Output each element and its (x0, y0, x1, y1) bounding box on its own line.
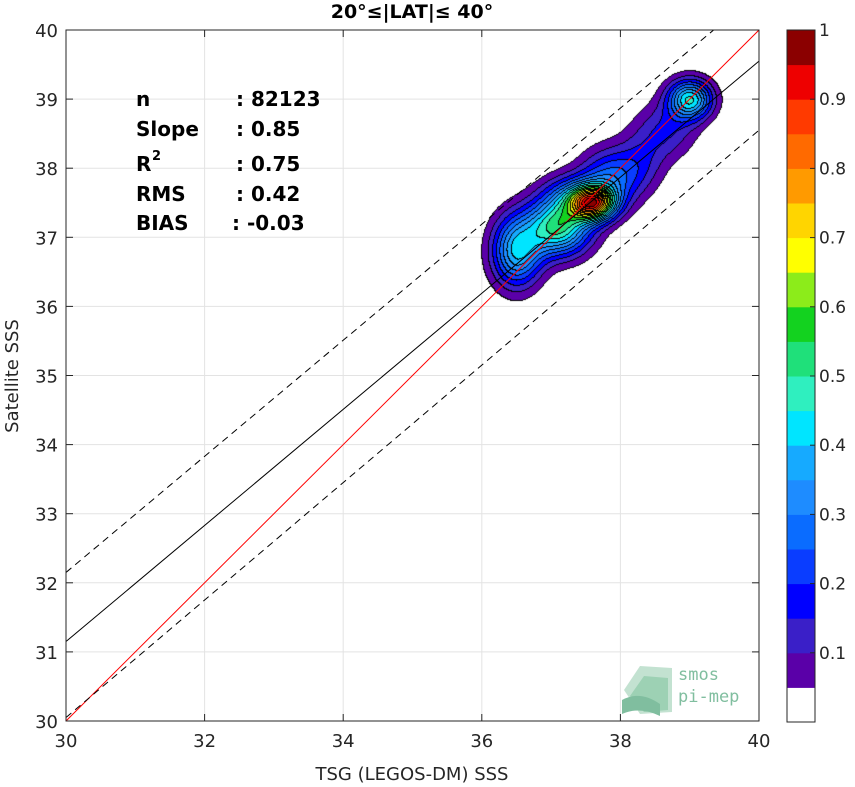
y-tick-label: 32 (35, 574, 58, 595)
logo-text-line2: pi-mep (678, 687, 739, 707)
x-tick-label: 32 (193, 731, 216, 752)
colorbar-tick-label: 0.2 (819, 575, 846, 595)
colorbar-segment (787, 410, 815, 446)
colorbar-segment (787, 341, 815, 377)
x-tick-label: 30 (55, 731, 78, 752)
x-axis-label: TSG (LEGOS-DM) SSS (315, 764, 509, 785)
colorbar-segment (787, 203, 815, 239)
colorbar-segment (787, 133, 815, 169)
colorbar-tick-label: 0.7 (819, 229, 846, 249)
logo-graphic-icon (622, 666, 672, 716)
stat-value: : 0.75 (236, 152, 300, 176)
x-tick-label: 40 (748, 731, 771, 752)
smos-pi-mep-logo: smos pi-mep (622, 665, 739, 716)
colorbar-tick-label: 1 (819, 21, 830, 41)
stat-label: R (136, 152, 151, 176)
colorbar-tick-label: 0.4 (819, 436, 846, 456)
colorbar-segment (787, 652, 815, 688)
y-tick-label: 36 (35, 297, 58, 318)
one-to-one-line (66, 30, 759, 721)
y-tick-label: 38 (35, 159, 58, 180)
colorbar-tick-label: 0.9 (819, 90, 846, 110)
y-tick-label: 35 (35, 367, 58, 388)
stat-value: : 0.85 (236, 117, 300, 141)
x-tick-label: 36 (470, 731, 493, 752)
y-axis-ticks: 30 31 32 33 34 35 36 37 38 39 40 (35, 21, 759, 733)
stat-value: : 82123 (236, 87, 321, 111)
y-tick-label: 31 (35, 643, 58, 664)
colorbar-segment (787, 30, 815, 66)
y-tick-label: 30 (35, 712, 58, 733)
colorbar-segment (787, 272, 815, 308)
colorbar-segment (787, 237, 815, 273)
logo-text-line1: smos (678, 665, 719, 685)
reference-lines (66, 30, 759, 721)
stat-superscript: 2 (152, 149, 161, 164)
y-tick-label: 34 (35, 436, 58, 457)
upper-bound-line (66, 30, 715, 573)
colorbar-segment (787, 583, 815, 619)
colorbar: 0.1 0.2 0.3 0.4 0.5 0.6 0.7 0.8 0.9 1 (786, 21, 846, 723)
stat-value: : 0.42 (236, 182, 300, 206)
regression-line (66, 60, 759, 642)
colorbar-segment (787, 376, 815, 412)
stat-label: BIAS (136, 211, 189, 235)
colorbar-segment (787, 514, 815, 550)
plot-area: 30 32 34 36 38 40 30 31 32 33 34 35 36 37 38 39 40 (35, 21, 771, 752)
x-tick-label: 34 (332, 731, 355, 752)
colorbar-segment (787, 549, 815, 585)
colorbar-segment (787, 64, 815, 100)
stat-label: n (136, 87, 150, 111)
colorbar-segment (787, 479, 815, 515)
lower-bound-line (66, 129, 759, 718)
colorbar-tick-label: 0.8 (819, 159, 846, 179)
colorbar-segment (787, 618, 815, 654)
y-tick-label: 37 (35, 228, 58, 249)
y-tick-label: 33 (35, 505, 58, 526)
statistics-annotation: n : 82123 Slope : 0.85 R 2 : 0.75 RMS : 0.42 BIAS… (136, 87, 321, 235)
colorbar-tick-label: 0.6 (819, 298, 846, 318)
colorbar-segment (787, 306, 815, 342)
x-tick-label: 38 (609, 731, 632, 752)
colorbar-segment (787, 687, 815, 723)
colorbar-segment (787, 99, 815, 135)
y-axis-label: Satellite SSS (2, 319, 23, 433)
chart-title: 20°≤|LAT|≤ 40° (331, 1, 494, 23)
stat-label: Slope (136, 117, 199, 141)
colorbar-tick-label: 0.1 (819, 644, 846, 664)
colorbar-segment (787, 168, 815, 204)
colorbar-segment (787, 445, 815, 481)
y-tick-label: 40 (35, 21, 58, 42)
y-tick-label: 39 (35, 90, 58, 111)
colorbar-tick-label: 0.5 (819, 367, 846, 387)
colorbar-tick-label: 0.3 (819, 505, 846, 525)
stat-label: RMS (136, 182, 186, 206)
x-axis-ticks: 30 32 34 36 38 40 (55, 30, 771, 752)
stat-value: : -0.03 (232, 211, 305, 235)
